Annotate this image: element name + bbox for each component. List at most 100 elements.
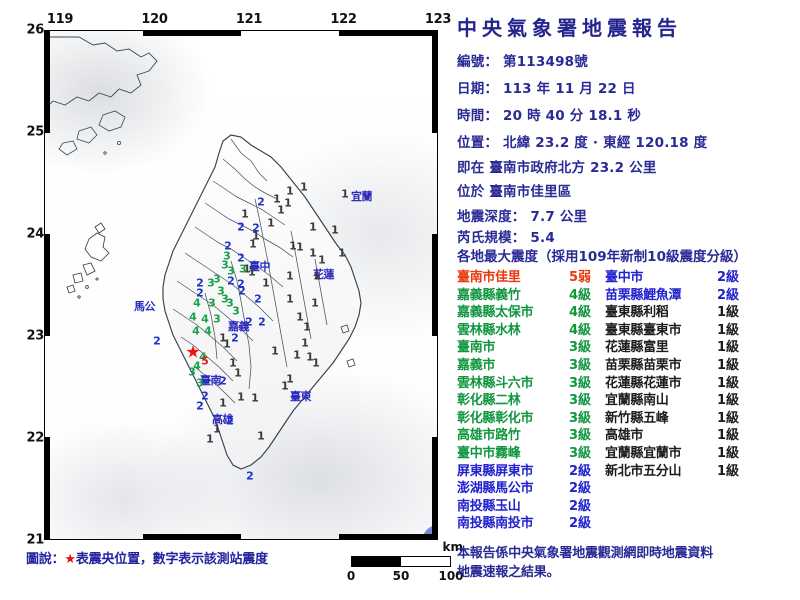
info-label: 日期：	[457, 81, 503, 97]
coastline-svg	[45, 36, 362, 470]
station-intensity-value: 1	[309, 220, 317, 234]
intensity-row: 宜蘭縣南山 1級	[605, 389, 765, 409]
frame-bar-segment	[339, 534, 437, 539]
info-label: 位置：	[457, 135, 503, 151]
station-intensity-value: 1	[257, 429, 265, 443]
intensity-place: 嘉義縣義竹	[457, 287, 521, 303]
station-intensity-value: 1	[251, 391, 259, 405]
footnote: 本報告係中央氣象署地震觀測網即時地震資料 地震速報之結果。	[457, 545, 713, 583]
station-intensity-value: 1	[286, 292, 294, 306]
map-city-label: 花蓮	[313, 268, 335, 281]
intensity-row: 新竹縣五峰 1級	[605, 407, 765, 426]
intensity-value: 1級	[717, 428, 740, 444]
scalebar-tick-50: 50	[392, 569, 410, 583]
frame-bar-segment	[339, 31, 437, 36]
intensity-row: 宜蘭縣宜蘭市 1級	[605, 442, 765, 461]
intensity-place: 彰化縣彰化市	[457, 410, 534, 426]
info-label: 位於	[457, 184, 490, 200]
station-intensity-value: 1	[262, 276, 270, 290]
intensity-place: 宜蘭縣南山	[605, 393, 669, 409]
station-intensity-value: 2	[226, 414, 234, 428]
intensity-place: 南投縣南投市	[457, 516, 534, 532]
info-value: 臺南市政府北方 23.2 公里	[489, 160, 657, 176]
report-panel: 中央氣象署地震報告 編號： 第113498號 日期： 113 年 11 月 22 …	[452, 0, 800, 600]
report-info-line: 編號： 第113498號	[457, 50, 588, 70]
latitude-tick-22: 22	[26, 430, 45, 446]
station-intensity-value: 1	[241, 207, 249, 221]
station-intensity-value: 2	[237, 251, 245, 265]
info-label: 芮氏規模：	[457, 230, 531, 246]
scalebar-ticks: 0 50 100	[339, 569, 464, 583]
station-intensity-value: 2	[219, 374, 227, 388]
station-intensity-value: 1	[286, 184, 294, 198]
station-intensity-value: 2	[237, 220, 245, 234]
station-intensity-value: 1	[289, 239, 297, 253]
intensity-row: 雲林縣斗六市 3級	[457, 372, 617, 391]
station-intensity-value: 1	[234, 366, 242, 380]
info-value: 20 時 40 分 18.1 秒	[503, 108, 642, 124]
station-intensity-value: 2	[196, 286, 204, 300]
info-value: 113 年 11 月 22 日	[503, 81, 636, 97]
station-intensity-value: 1	[284, 196, 292, 210]
intensity-row: 高雄市 1級	[605, 424, 765, 444]
station-intensity-value: 4	[193, 359, 201, 373]
intensity-place: 臺南市	[457, 340, 496, 356]
station-intensity-value: 3	[188, 365, 196, 379]
station-intensity-value: 2	[153, 334, 161, 348]
epicenter-intensity-value: 5	[201, 354, 209, 368]
station-intensity-value: 4	[201, 312, 209, 326]
intensity-value: 1級	[717, 445, 740, 461]
intensity-row: 臺南市佳里 5弱	[457, 266, 617, 285]
station-intensity-value: 3	[217, 284, 225, 298]
station-intensity-value: 1	[252, 229, 260, 243]
report-info-line: 日期： 113 年 11 月 22 日	[457, 77, 636, 97]
frame-bar-segment	[45, 234, 50, 336]
station-intensity-value: 2	[254, 292, 262, 306]
station-intensity-value: 2	[257, 195, 265, 209]
info-label: 時間：	[457, 108, 503, 124]
intensity-value: 3級	[569, 393, 592, 409]
station-intensity-value: 1	[301, 336, 309, 350]
frame-bar-segment	[432, 31, 437, 133]
station-intensity-value: 1	[243, 262, 251, 276]
latitude-tick-23: 23	[26, 328, 45, 344]
station-intensity-value: 3	[207, 276, 215, 290]
intensity-value: 2級	[569, 481, 592, 497]
info-label: 即在	[457, 160, 490, 176]
footnote-line: 地震速報之結果。	[457, 564, 560, 580]
station-intensity-value: 1	[229, 356, 237, 370]
intensity-place: 臺南市佳里	[457, 270, 521, 285]
scalebar-fill	[352, 557, 401, 566]
intensity-value: 2級	[569, 463, 592, 479]
map-city-label: 臺東	[290, 390, 312, 403]
latitude-tick-25: 25	[26, 124, 45, 140]
intensity-heading: 各地最大震度（採用109年新制10級震度分級）	[457, 249, 747, 265]
intensity-place: 新竹縣五峰	[605, 410, 669, 426]
frame-bar-segment	[432, 234, 437, 336]
station-intensity-value: 3	[213, 312, 221, 326]
station-intensity-value: 2	[246, 469, 254, 483]
intensity-value: 1級	[717, 463, 740, 479]
station-intensity-value: 4	[199, 350, 207, 364]
info-value: 北緯 23.2 度 · 東經 120.18 度	[503, 135, 708, 151]
intensity-place: 苗栗縣苗栗市	[605, 357, 682, 373]
intensity-row: 新北市五分山 1級	[605, 460, 765, 479]
station-intensity-value: 1	[303, 320, 311, 334]
station-intensity-value: 2	[258, 315, 266, 329]
station-intensity-value: 3	[227, 264, 235, 278]
station-intensity-value: 1	[213, 422, 221, 436]
station-intensity-value: 1	[219, 396, 227, 410]
map-city-label: 嘉義	[228, 320, 250, 333]
station-intensity-value: 4	[189, 310, 197, 324]
intensity-value: 3級	[569, 410, 592, 426]
intensity-value: 1級	[717, 305, 740, 321]
scalebar-unit: km	[442, 540, 463, 554]
intensity-value: 3級	[569, 375, 592, 391]
station-intensity-value: 1	[223, 337, 231, 351]
report-info-line: 時間： 20 時 40 分 18.1 秒	[457, 104, 641, 124]
map-legend-row: 圖說：★表震央位置，數字表示該測站震度 km 0 50 100	[26, 540, 464, 588]
station-intensity-value: 1	[286, 269, 294, 283]
info-value: 臺南市佳里區	[489, 184, 572, 200]
